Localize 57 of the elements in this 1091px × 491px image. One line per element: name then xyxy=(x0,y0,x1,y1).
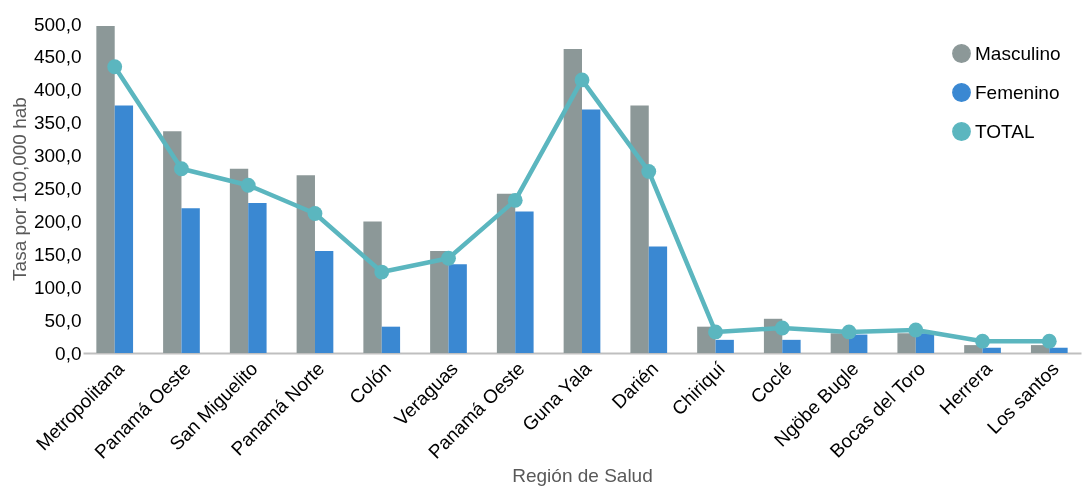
bar xyxy=(515,211,534,353)
x-axis-title: Región de Salud xyxy=(512,464,653,486)
y-tick-label: 0,0 xyxy=(55,342,82,364)
point xyxy=(708,324,723,340)
y-tick-label: 400,0 xyxy=(33,79,82,101)
bar xyxy=(1049,347,1068,353)
point xyxy=(908,322,924,338)
bar xyxy=(314,251,334,353)
y-tick-label: 500,0 xyxy=(33,13,82,35)
y-tick-label: 150,0 xyxy=(33,243,82,265)
y-tick-label: 350,0 xyxy=(33,112,82,134)
bar xyxy=(630,105,649,353)
bar xyxy=(849,334,868,353)
legend-label: TOTAL xyxy=(975,120,1035,142)
bar xyxy=(715,339,734,353)
bar xyxy=(248,202,267,353)
point xyxy=(641,163,657,179)
point xyxy=(774,320,790,336)
y-tick-label: 200,0 xyxy=(33,210,82,232)
bar xyxy=(229,168,249,353)
bar xyxy=(363,221,382,353)
bar xyxy=(181,208,200,353)
y-tick-label: 250,0 xyxy=(33,178,82,199)
bar xyxy=(163,131,182,353)
bar xyxy=(648,246,668,353)
point xyxy=(374,264,390,280)
point xyxy=(441,250,456,266)
y-tick-label: 100,0 xyxy=(33,276,82,298)
bar xyxy=(915,333,935,353)
point xyxy=(841,324,857,340)
bar xyxy=(897,333,916,353)
bar xyxy=(982,347,1001,353)
y-tick-label: 450,0 xyxy=(33,46,82,68)
point xyxy=(1041,333,1057,349)
point xyxy=(174,161,189,177)
y-axis-title: Tasa por 100,000 hab xyxy=(8,97,30,281)
point xyxy=(574,72,590,88)
bar xyxy=(582,109,601,353)
bar xyxy=(296,175,315,353)
bar xyxy=(96,25,115,353)
point xyxy=(975,333,990,349)
point xyxy=(507,192,523,208)
y-tick-label: 50,0 xyxy=(44,309,82,331)
point xyxy=(107,59,123,75)
point xyxy=(240,177,256,193)
bar xyxy=(1030,345,1050,353)
bar xyxy=(448,264,467,353)
bar xyxy=(496,193,516,353)
bar xyxy=(782,339,801,353)
bar xyxy=(563,49,582,353)
y-tick-label: 300,0 xyxy=(33,145,82,167)
bar xyxy=(381,326,401,353)
bar xyxy=(430,251,449,353)
legend-label: Femenino xyxy=(975,81,1060,103)
point xyxy=(307,206,323,221)
legend-label: Masculino xyxy=(975,42,1061,64)
bar xyxy=(114,105,134,353)
